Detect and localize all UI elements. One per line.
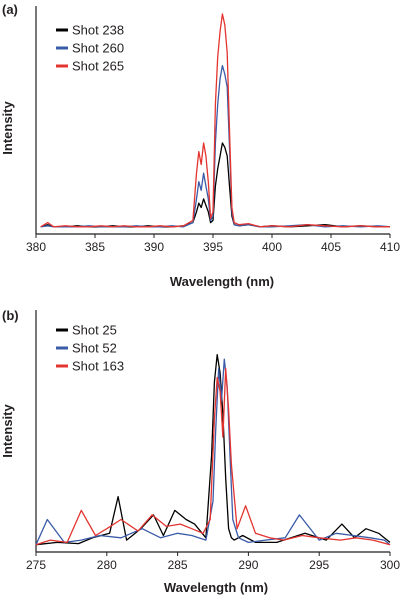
series-line-3 — [35, 367, 391, 546]
panel-b-y-axis-label: Intensity — [0, 404, 15, 458]
x-tick-label: 300 — [380, 558, 400, 572]
legend-label: Shot 163 — [72, 359, 124, 374]
panel-a: (a) Intensity Wavelength (nm) 380 385 390 3… — [0, 2, 400, 289]
series-line-2 — [40, 64, 391, 228]
legend-label: Shot 260 — [72, 41, 124, 56]
x-tick-label: 400 — [262, 240, 282, 254]
series-line-3 — [40, 13, 390, 228]
x-tick-label: 280 — [97, 558, 117, 572]
legend-label: Shot 265 — [72, 59, 124, 74]
legend-label: Shot 52 — [72, 341, 117, 356]
x-tick-label: 410 — [380, 240, 400, 254]
x-tick-label: 290 — [238, 558, 258, 572]
series-line-2 — [35, 358, 391, 546]
x-tick-label: 380 — [26, 240, 46, 254]
x-tick-label: 295 — [309, 558, 329, 572]
panel-b: (b) Intensity Wavelength (nm) 275 280 285 2… — [0, 308, 400, 595]
panel-a-x-axis-label: Wavelength (nm) — [170, 274, 274, 289]
x-tick-label: 405 — [321, 240, 341, 254]
panel-a-label: (a) — [2, 2, 18, 17]
x-tick-label: 390 — [144, 240, 164, 254]
panel-a-y-axis-label: Intensity — [0, 101, 15, 155]
x-tick-label: 285 — [168, 558, 188, 572]
panel-b-label: (b) — [2, 308, 19, 323]
legend-label: Shot 25 — [72, 323, 117, 338]
legend-label: Shot 238 — [72, 23, 124, 38]
panel-b-x-axis-label: Wavelength (nm) — [164, 580, 268, 595]
x-tick-label: 275 — [26, 558, 46, 572]
x-tick-label: 385 — [85, 240, 105, 254]
x-tick-label: 395 — [203, 240, 223, 254]
